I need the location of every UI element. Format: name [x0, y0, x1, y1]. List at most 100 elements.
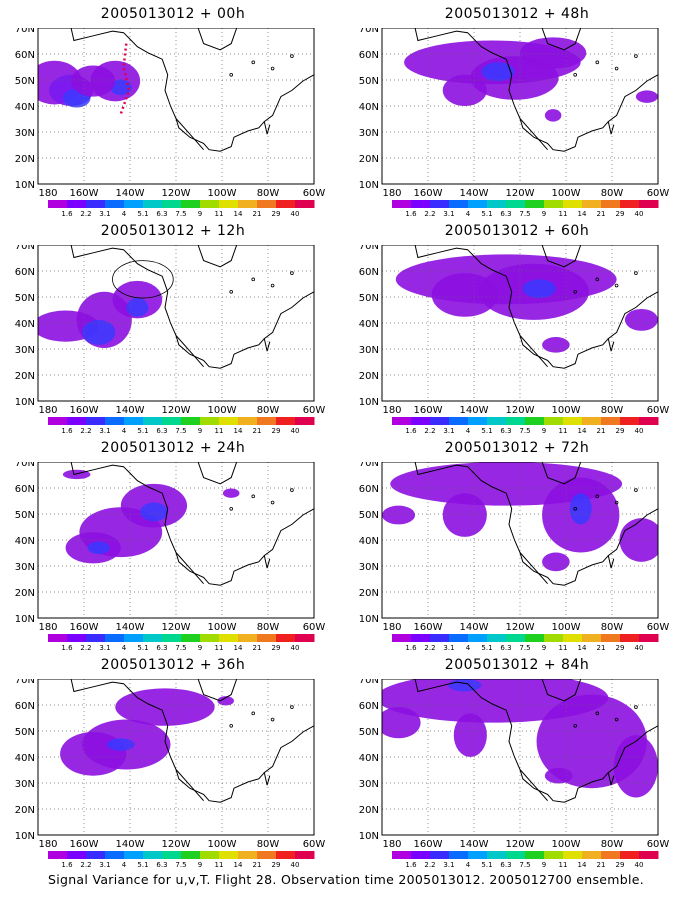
y-tick-label: 10N — [15, 831, 35, 842]
y-tick-label: 50N — [15, 76, 35, 87]
variance-region — [613, 735, 658, 798]
coastline — [70, 462, 314, 586]
panel-title: 2005013012 + 00h — [100, 6, 246, 22]
colorbar-swatch — [200, 200, 220, 208]
island — [251, 494, 256, 499]
colorbar-swatch — [639, 200, 659, 208]
y-tick-label: 50N — [359, 510, 379, 521]
x-tick-label: 60W — [303, 622, 326, 633]
x-tick-label: 80W — [257, 188, 280, 199]
y-tick-label: 20N — [359, 154, 379, 165]
y-tick-label: 70N — [15, 679, 35, 686]
colorbar-swatch — [105, 634, 125, 642]
colorbar-label: 40 — [635, 210, 644, 218]
colorbar-label: 2.2 — [80, 644, 91, 652]
colorbar-swatch — [620, 851, 640, 859]
colorbar-swatch — [449, 851, 469, 859]
coastline — [263, 121, 271, 135]
coastline — [414, 679, 658, 803]
colorbar-label: 1.6 — [405, 644, 417, 652]
colorbar-swatch — [219, 417, 239, 425]
y-tick-label: 30N — [15, 128, 35, 139]
island — [229, 72, 234, 77]
colorbar-label: 29 — [272, 427, 281, 435]
colorbar-swatch — [506, 851, 526, 859]
plot-frame — [37, 679, 315, 836]
colorbar-swatch — [525, 417, 545, 425]
x-tick-label: 160W — [70, 405, 99, 416]
plot-frame — [37, 245, 315, 402]
colorbar-swatch — [601, 851, 621, 859]
colorbar-swatch — [276, 200, 296, 208]
variance-region — [222, 488, 240, 498]
colorbar-label: 3.1 — [99, 644, 110, 652]
colorbar-swatch — [525, 200, 545, 208]
panel-title: 2005013012 + 48h — [444, 6, 590, 22]
y-tick-label: 60N — [15, 484, 35, 495]
colorbar-label: 11 — [215, 427, 224, 435]
colorbar-swatch — [582, 200, 602, 208]
x-tick-label: 100W — [552, 188, 581, 199]
colorbar-swatch — [411, 634, 431, 642]
y-tick-label: 50N — [15, 293, 35, 304]
colorbar-label: 6.3 — [156, 210, 167, 218]
variance-region — [520, 37, 587, 69]
x-tick-label: 120W — [162, 405, 191, 416]
y-tick-label: 20N — [359, 588, 379, 599]
colorbar-swatch — [601, 200, 621, 208]
colorbar-label: 7.5 — [175, 861, 186, 869]
colorbar-label: 3.1 — [99, 210, 110, 218]
colorbar-swatch — [411, 200, 431, 208]
variance-region — [442, 493, 487, 537]
colorbar-swatch — [392, 634, 412, 642]
x-tick-label: 120W — [162, 188, 191, 199]
map-panel: 2005013012 + 60h 70N 60N 50N 40N 30N 20N 10N 180… — [352, 223, 682, 438]
island — [595, 494, 600, 499]
colorbar-swatch — [544, 417, 564, 425]
variance-region — [217, 696, 234, 706]
colorbar-swatch — [162, 417, 182, 425]
variance-region — [542, 552, 570, 572]
map-panel: 2005013012 + 12h 70N 60N 50N 40N 30N 20N 10N 180… — [8, 223, 338, 438]
colorbar-swatch — [124, 851, 144, 859]
x-tick-label: 160W — [414, 622, 443, 633]
map-panel: 2005013012 + 24h 70N 60N 50N 40N 30N 20N 10N 180… — [8, 440, 338, 655]
coastline — [607, 121, 615, 135]
island — [270, 500, 275, 505]
y-tick-label: 50N — [15, 727, 35, 738]
x-tick-label: 100W — [208, 405, 237, 416]
coastline — [197, 679, 238, 702]
colorbar-label: 14 — [578, 861, 587, 869]
colorbar-swatch — [295, 200, 315, 208]
colorbar-swatch — [181, 851, 201, 859]
colorbar-swatch — [86, 851, 106, 859]
colorbar-swatch — [582, 634, 602, 642]
x-tick-label: 100W — [208, 839, 237, 850]
y-tick-label: 10N — [15, 397, 35, 408]
colorbar-swatch — [295, 417, 315, 425]
colorbar-swatch — [639, 851, 659, 859]
x-tick-label: 80W — [601, 622, 624, 633]
colorbar-label: 14 — [234, 644, 243, 652]
x-tick-label: 60W — [647, 622, 670, 633]
y-tick-label: 10N — [15, 180, 35, 191]
island — [573, 289, 578, 294]
colorbar-label: 4 — [122, 644, 127, 652]
y-tick-label: 70N — [15, 462, 35, 469]
island — [595, 711, 600, 716]
x-tick-label: 160W — [414, 839, 443, 850]
y-tick-label: 40N — [359, 319, 379, 330]
colorbar-swatch — [392, 200, 412, 208]
x-tick-label: 180 — [382, 622, 401, 633]
x-tick-label: 160W — [70, 839, 99, 850]
colorbar-label: 9 — [542, 427, 546, 435]
colorbar-swatch — [411, 851, 431, 859]
colorbar-label: 6.3 — [156, 861, 167, 869]
colorbar-label: 14 — [234, 427, 243, 435]
colorbar-label: 3.1 — [99, 861, 110, 869]
colorbar-label: 40 — [635, 861, 644, 869]
y-tick-label: 50N — [15, 510, 35, 521]
coastline — [541, 462, 582, 485]
island — [290, 705, 294, 709]
